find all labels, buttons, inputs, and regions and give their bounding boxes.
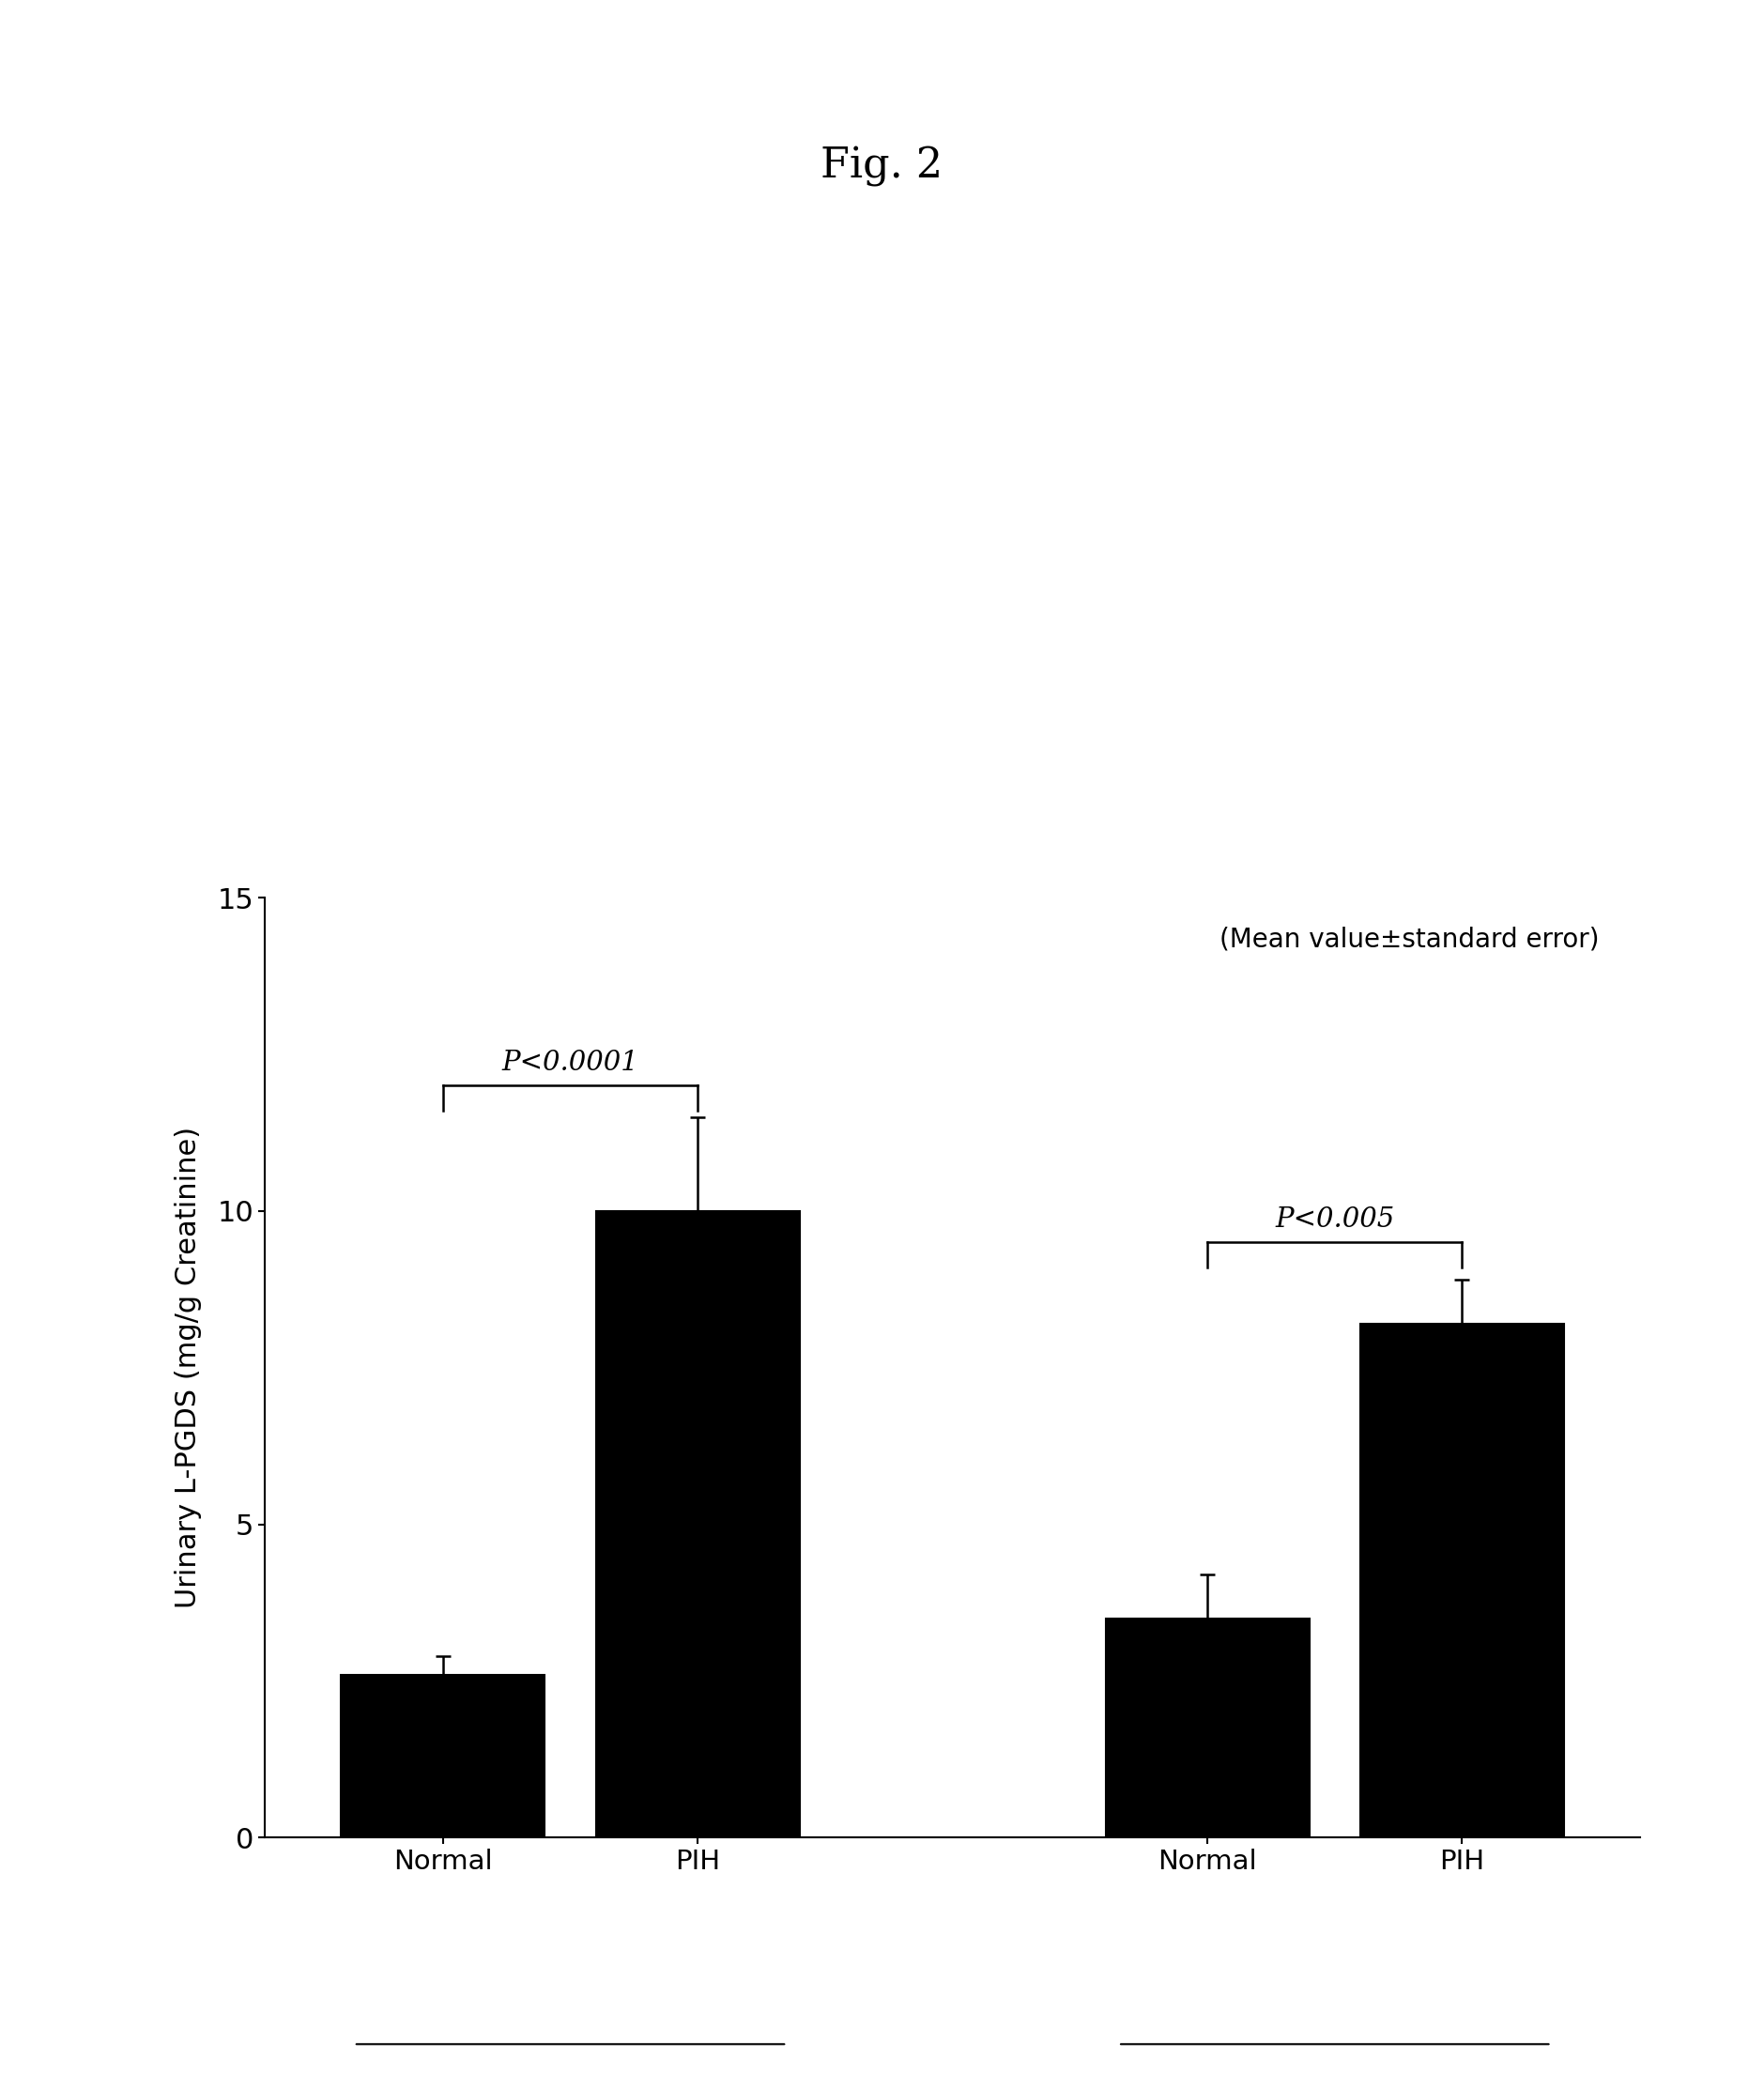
Bar <box>596 1211 799 1837</box>
Bar <box>1106 1618 1309 1837</box>
Bar <box>1360 1324 1565 1837</box>
Text: P<0.005: P<0.005 <box>1275 1207 1395 1232</box>
Text: (Mean value±standard error): (Mean value±standard error) <box>1219 927 1600 952</box>
Y-axis label: Urinary L-PGDS (mg/g Creatinine): Urinary L-PGDS (mg/g Creatinine) <box>175 1128 201 1608</box>
Bar <box>340 1675 545 1837</box>
Text: Fig. 2: Fig. 2 <box>820 146 944 186</box>
Text: P<0.0001: P<0.0001 <box>503 1050 639 1077</box>
